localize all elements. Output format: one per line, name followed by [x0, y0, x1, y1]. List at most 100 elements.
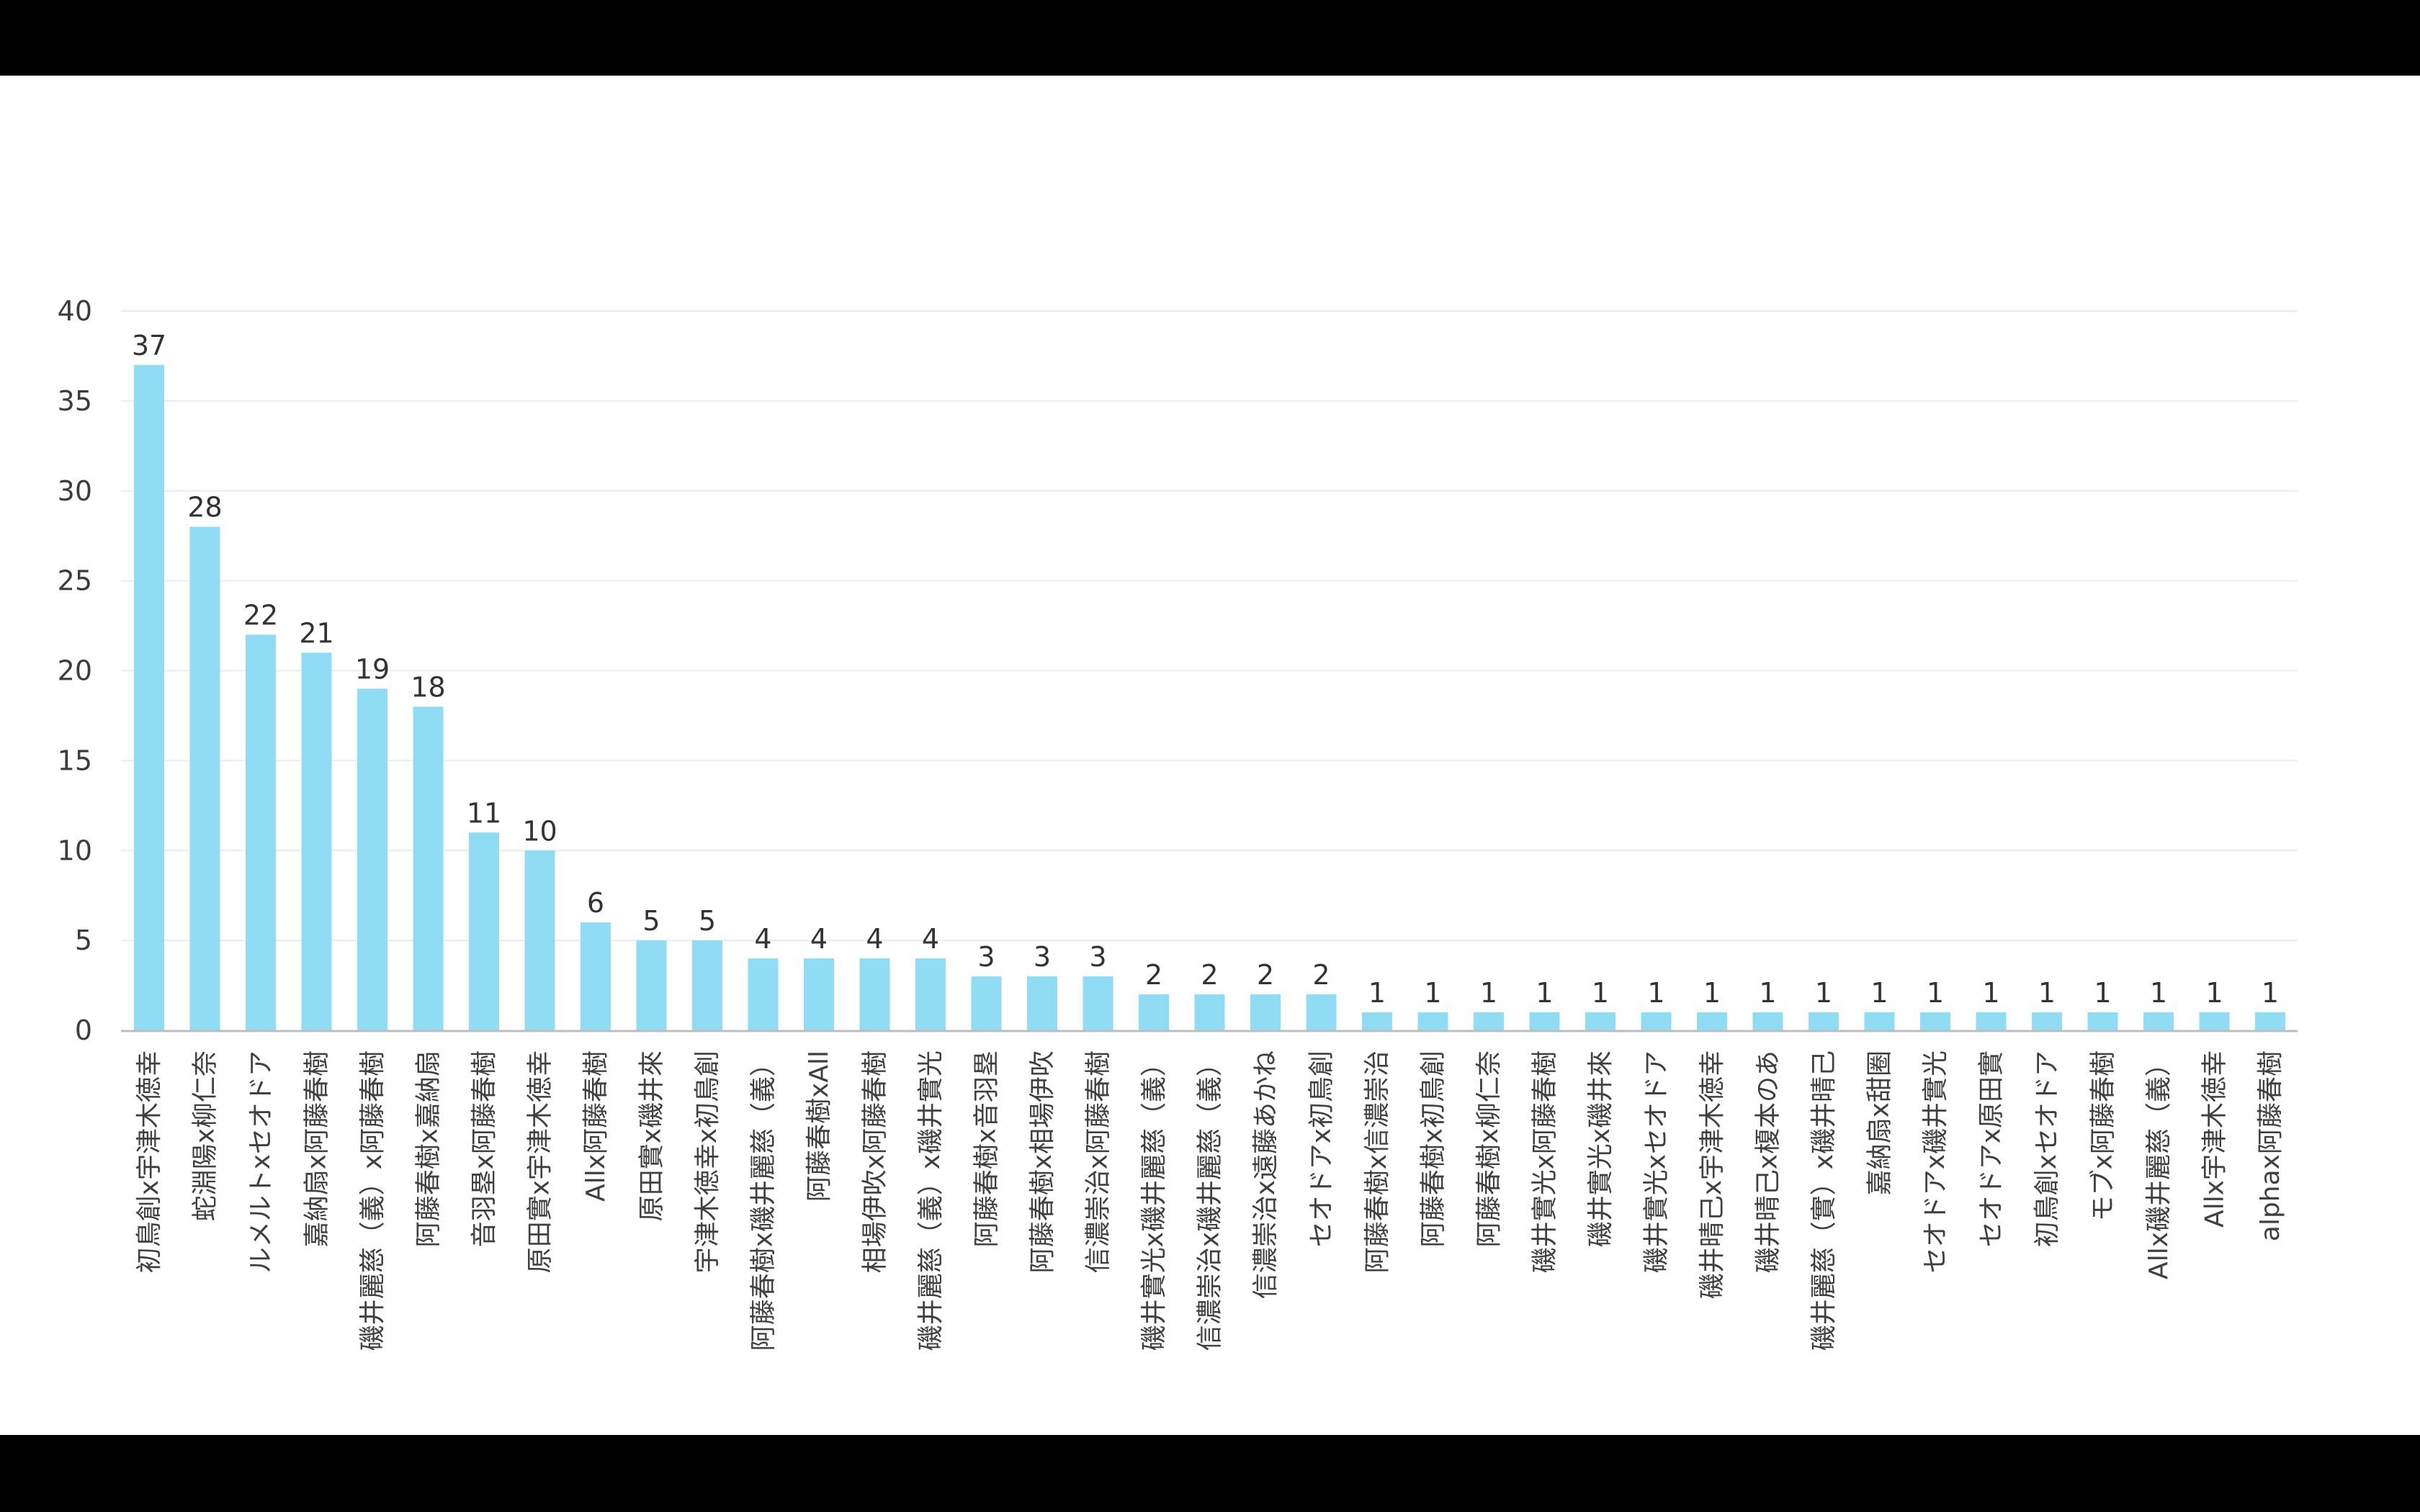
x-tick-label: Allx磯井麗慈（義） [2144, 1050, 2174, 1279]
x-tick-label: 磯井實光x磯井麗慈（義） [1139, 1050, 1169, 1351]
data-label: 1 [2094, 977, 2111, 1009]
x-tick-label: 磯井晴己x榎本のあ [1754, 1050, 1783, 1273]
bar [1362, 1012, 1392, 1030]
x-axis-tick-labels: 初鳥創x宇津木徳幸 蛇淵陽x柳仁奈 ルメルトxセオドア 嘉納扇x阿藤春樹 磯井麗慈（義）… [135, 1050, 2285, 1351]
x-tick-label: セオドアx初鳥創 [1307, 1050, 1337, 1247]
x-tick-label: 嘉納扇x阿藤春樹 [302, 1050, 332, 1247]
x-tick-label: 初鳥創xセオドア [2033, 1050, 2062, 1247]
x-tick-label: 嘉納扇x甜圈 [1865, 1050, 1895, 1195]
data-label: 4 [866, 923, 883, 955]
bar [357, 688, 387, 1030]
bar [2032, 1012, 2062, 1030]
data-label: 3 [1089, 941, 1106, 973]
x-tick-label: 阿藤春樹x柳仁奈 [1474, 1050, 1504, 1247]
x-tick-label: 相場伊吹x阿藤春樹 [861, 1050, 890, 1273]
x-tick-label: 磯井麗慈（實）x磯井晴己 [1809, 1050, 1839, 1351]
data-label: 1 [1703, 977, 1721, 1009]
y-tick-label: 20 [58, 655, 92, 687]
data-label: 10 [522, 815, 557, 847]
x-tick-label: 磯井晴己x宇津木徳幸 [1698, 1050, 1727, 1299]
bar [1585, 1012, 1615, 1030]
x-tick-label: 阿藤春樹x相場伊吹 [1028, 1050, 1057, 1273]
bar [1027, 976, 1057, 1030]
data-label: 2 [1145, 959, 1162, 991]
x-tick-label: モブx阿藤春樹 [2089, 1050, 2118, 1221]
y-tick-label: 40 [58, 295, 92, 327]
bar [134, 364, 164, 1030]
x-tick-label: 宇津木徳幸x初鳥創 [693, 1050, 722, 1273]
x-tick-label: セオドアx磯井實光 [1921, 1050, 1950, 1273]
data-label: 37 [132, 330, 166, 361]
bar [246, 634, 276, 1030]
bar [2199, 1012, 2230, 1030]
data-label: 3 [1034, 941, 1051, 973]
data-label: 2 [1257, 959, 1274, 991]
letterbox-bottom [0, 1435, 2420, 1512]
x-tick-label: 阿藤春樹x磯井麗慈（義） [749, 1050, 779, 1351]
data-label: 4 [810, 923, 828, 955]
y-axis-ticks: 0 5 10 15 20 25 30 35 40 [58, 295, 92, 1046]
data-label: 1 [1647, 977, 1664, 1009]
bar [2143, 1012, 2174, 1030]
data-label: 1 [1536, 977, 1553, 1009]
data-label: 1 [2205, 977, 2223, 1009]
gridlines [121, 310, 2298, 942]
data-label: 1 [2150, 977, 2167, 1009]
x-tick-label: 信濃崇治x磯井麗慈（義） [1196, 1050, 1225, 1351]
bar [1417, 1012, 1448, 1030]
data-label: 1 [1815, 977, 1832, 1009]
bar [1194, 994, 1225, 1030]
bar [581, 922, 611, 1030]
bar [2087, 1012, 2118, 1030]
data-label: 1 [1982, 977, 1999, 1009]
x-tick-label: Allx宇津木徳幸 [2200, 1050, 2230, 1228]
data-label: 3 [977, 941, 995, 973]
bar [1139, 994, 1169, 1030]
data-label: 21 [299, 618, 333, 649]
y-tick-label: 10 [58, 834, 92, 866]
bar [1752, 1012, 1783, 1030]
x-tick-label: 磯井實光x阿藤春樹 [1531, 1050, 1560, 1273]
bar [1976, 1012, 2007, 1030]
x-tick-label: 原田實x磯井來 [637, 1050, 667, 1221]
data-label: 1 [1870, 977, 1888, 1009]
chart-canvas: 0 5 10 15 20 25 30 35 40 37 28 22 21 19 18 11 10 6 5 5 4 4 4 4… [0, 76, 2420, 1435]
data-label: 19 [355, 653, 390, 685]
x-tick-label: 阿藤春樹xAll [805, 1050, 834, 1202]
x-tick-label: 阿藤春樹x初鳥創 [1419, 1050, 1448, 1247]
x-tick-label: セオドアx原田實 [1977, 1050, 2007, 1247]
bar [301, 652, 332, 1030]
data-label: 1 [1927, 977, 1944, 1009]
x-tick-label: 阿藤春樹x音羽塁 [972, 1050, 1002, 1247]
bar [636, 940, 667, 1030]
bar [692, 940, 722, 1030]
data-label: 5 [699, 905, 716, 937]
x-tick-label: 初鳥創x宇津木徳幸 [135, 1050, 164, 1273]
bar [1864, 1012, 1895, 1030]
x-tick-label: 信濃崇治x阿藤春樹 [1084, 1050, 1113, 1273]
data-label: 1 [1592, 977, 1609, 1009]
bar [971, 976, 1002, 1030]
data-label: 11 [467, 797, 501, 829]
x-tick-label: 磯井麗慈（義）x磯井實光 [916, 1050, 946, 1351]
data-label: 1 [1480, 977, 1497, 1009]
bar [1474, 1012, 1504, 1030]
x-tick-label: 磯井麗慈（義）x阿藤春樹 [358, 1050, 387, 1351]
bar [1809, 1012, 1839, 1030]
bar [1529, 1012, 1560, 1030]
y-tick-label: 0 [75, 1014, 92, 1046]
x-tick-label: 原田實x宇津木徳幸 [526, 1050, 555, 1273]
bar [1250, 994, 1281, 1030]
data-label: 18 [411, 671, 445, 703]
data-label: 2 [1201, 959, 1218, 991]
bar [915, 958, 946, 1030]
bar [1697, 1012, 1727, 1030]
x-tick-label: 蛇淵陽x柳仁奈 [191, 1050, 220, 1221]
data-label: 2 [1312, 959, 1330, 991]
data-label: 4 [922, 923, 939, 955]
x-tick-label: 阿藤春樹x嘉納扇 [414, 1050, 444, 1247]
bar [748, 958, 779, 1030]
data-label: 1 [1368, 977, 1386, 1009]
y-tick-label: 5 [75, 924, 92, 956]
